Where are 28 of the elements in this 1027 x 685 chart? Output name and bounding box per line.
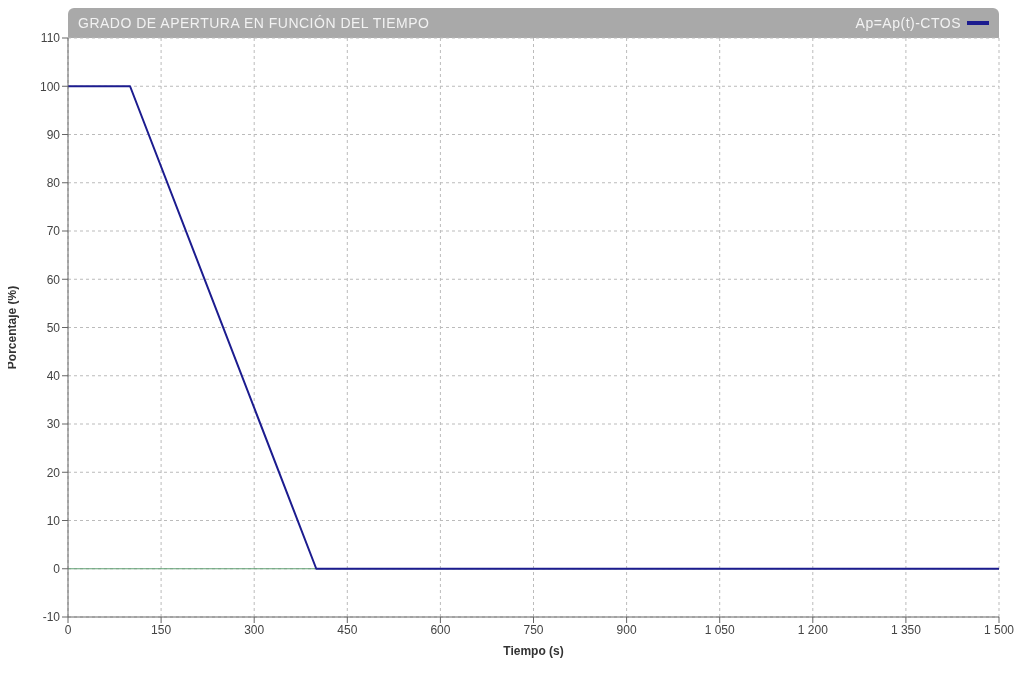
y-tick-label: 60 — [46, 272, 61, 287]
y-tick-label: 70 — [46, 224, 61, 239]
y-tick-label: 0 — [53, 562, 61, 577]
y-tick-label: 50 — [46, 320, 61, 335]
x-tick-label: 0 — [64, 622, 72, 637]
y-tick-label: 10 — [46, 513, 61, 528]
x-tick-label: 300 — [244, 622, 265, 637]
y-tick-label: 80 — [46, 176, 61, 191]
y-tick-label: 110 — [40, 31, 61, 46]
x-tick-label: 600 — [430, 622, 451, 637]
x-tick-label: 1 050 — [704, 622, 736, 637]
x-tick-label: 150 — [151, 622, 172, 637]
x-tick-label: 1 200 — [797, 622, 829, 637]
x-tick-label: 900 — [616, 622, 637, 637]
y-tick-label: 100 — [39, 79, 61, 94]
x-tick-label: 1 500 — [983, 622, 1015, 637]
y-tick-label: 20 — [46, 465, 61, 480]
chart-title: GRADO DE APERTURA EN FUNCIÓN DEL TIEMPO — [78, 15, 430, 31]
x-tick-label: 1 350 — [890, 622, 922, 637]
x-tick-label: 750 — [523, 622, 544, 637]
x-axis-title: Tiempo (s) — [503, 644, 564, 658]
y-axis-title: Porcentaje (%) — [5, 285, 20, 370]
y-tick-label: 30 — [46, 417, 61, 432]
y-tick-label: -10 — [42, 610, 61, 625]
legend-label: Ap=Ap(t)-CTOS — [855, 15, 961, 31]
y-tick-label: 90 — [46, 127, 61, 142]
y-tick-label: 40 — [46, 369, 61, 384]
x-tick-label: 450 — [337, 622, 358, 637]
